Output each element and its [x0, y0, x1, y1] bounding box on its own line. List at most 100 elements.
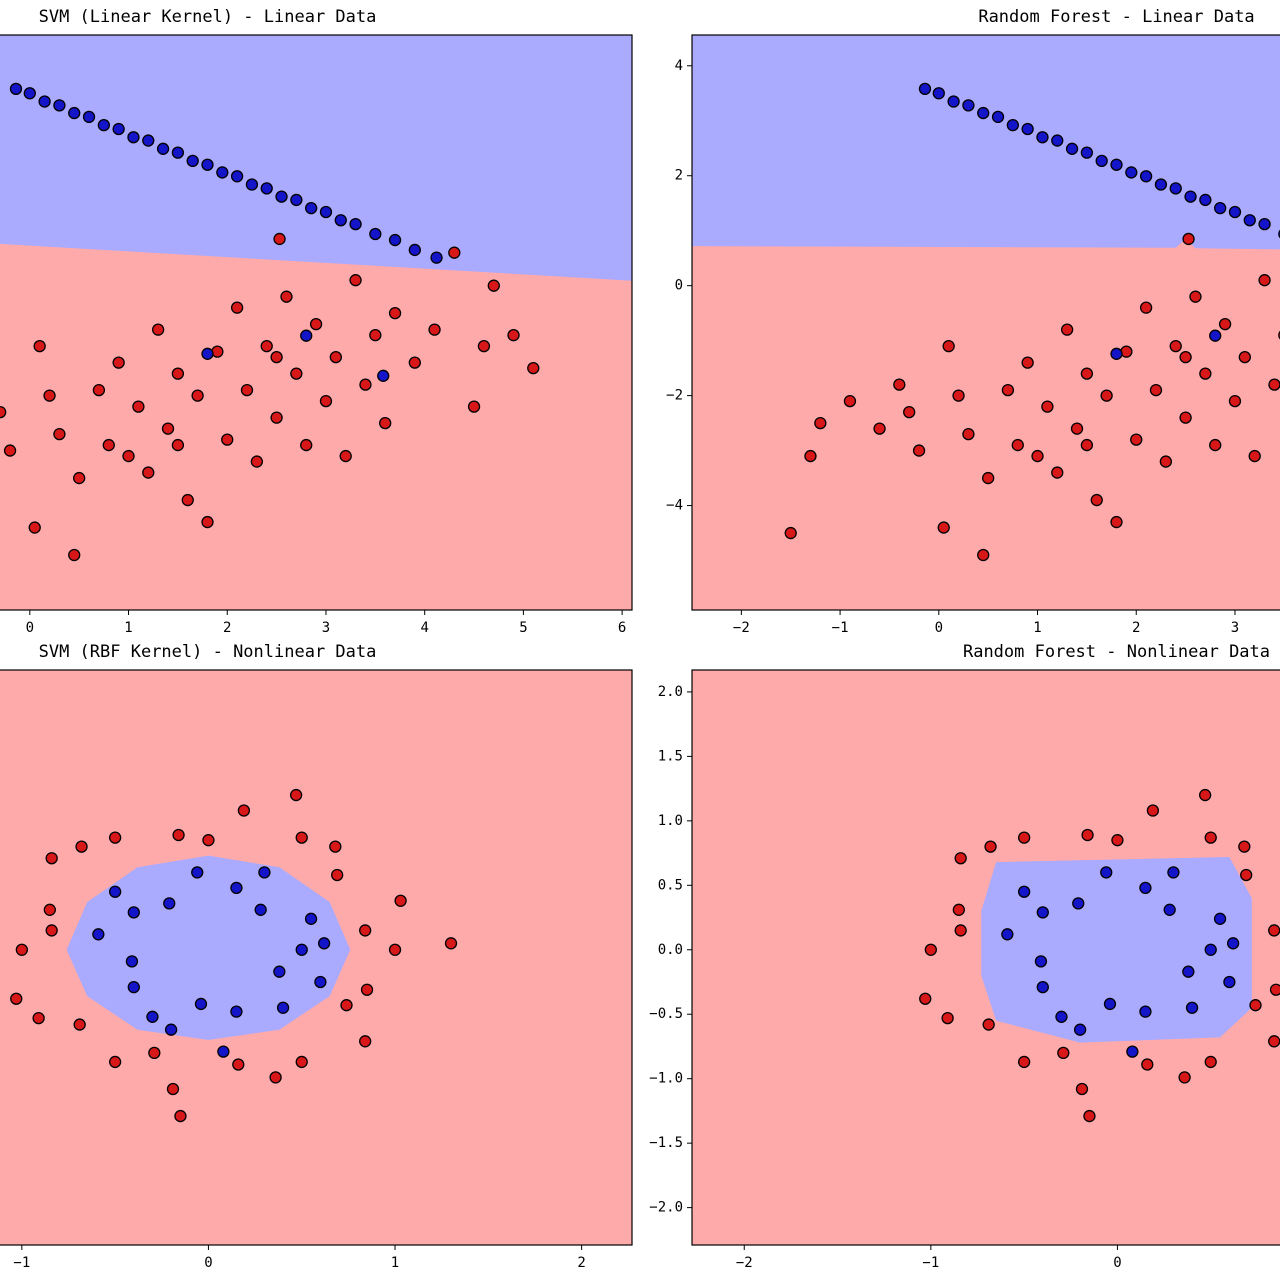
point: [280, 290, 293, 303]
point: [45, 924, 58, 937]
point: [428, 323, 441, 336]
point: [68, 106, 81, 120]
point: [1209, 329, 1222, 342]
point: [273, 232, 286, 246]
point: [1017, 1055, 1031, 1069]
point: [269, 1071, 282, 1084]
point: [1126, 1045, 1139, 1058]
point: [369, 227, 382, 241]
point: [309, 317, 323, 331]
point: [1167, 866, 1180, 879]
point: [211, 345, 224, 358]
point: [1130, 433, 1143, 446]
y-tick-label: −1.5: [649, 1135, 683, 1151]
point: [982, 1018, 995, 1031]
point: [784, 526, 797, 540]
point: [1238, 350, 1251, 364]
subplot-title: Random Forest - Nonlinear Data: [963, 642, 1270, 662]
point: [942, 339, 955, 353]
point: [142, 134, 155, 147]
subplot-title: SVM (RBF Kernel) - Nonlinear Data: [39, 642, 377, 662]
point: [92, 928, 105, 941]
point: [32, 1011, 45, 1025]
point: [912, 444, 926, 457]
point: [1051, 134, 1064, 147]
point: [245, 178, 259, 191]
decision-region: [692, 35, 1280, 250]
point: [1204, 943, 1217, 956]
point: [1169, 339, 1182, 353]
point: [275, 190, 288, 203]
point: [127, 131, 140, 144]
point: [1268, 1035, 1280, 1048]
decision-region: [0, 35, 632, 281]
point: [3, 444, 17, 457]
point: [1268, 924, 1280, 937]
point: [142, 466, 155, 479]
point: [191, 389, 204, 402]
point: [240, 383, 254, 397]
point: [527, 361, 540, 375]
point: [202, 834, 215, 847]
x-tick-label: 2: [577, 1255, 585, 1271]
point: [201, 158, 214, 171]
point: [270, 411, 283, 424]
point: [1110, 158, 1123, 171]
y-tick-label: −0.5: [649, 1006, 683, 1022]
point: [1110, 515, 1123, 529]
y-tick-label: 1.0: [658, 813, 683, 829]
x-tick-label: 1: [124, 620, 132, 636]
point: [1006, 119, 1019, 132]
point: [15, 943, 28, 956]
point: [1182, 232, 1195, 246]
point: [1185, 1001, 1199, 1014]
point: [477, 339, 491, 353]
point: [230, 881, 243, 895]
point: [43, 903, 56, 916]
point: [33, 339, 46, 353]
point: [937, 521, 950, 534]
point: [127, 906, 140, 919]
point: [0, 405, 7, 419]
point: [108, 885, 122, 898]
point: [1100, 866, 1113, 879]
point: [1036, 131, 1049, 144]
point: [394, 894, 407, 907]
point: [1226, 937, 1240, 950]
y-tick-label: 2.0: [658, 684, 683, 700]
point: [295, 943, 308, 956]
point: [360, 983, 374, 996]
y-tick-label: 2: [675, 168, 683, 184]
point: [28, 521, 41, 534]
point: [1060, 323, 1074, 336]
point: [1011, 438, 1024, 452]
point: [53, 99, 66, 112]
point: [254, 903, 267, 916]
point: [1258, 217, 1271, 231]
y-tick-label: −4: [666, 498, 683, 514]
point: [1036, 906, 1049, 919]
point: [903, 405, 916, 419]
plot-area: [692, 670, 1280, 1245]
point: [304, 912, 318, 925]
x-tick-label: 2: [1132, 620, 1140, 636]
point: [10, 992, 23, 1005]
point: [171, 438, 185, 452]
axes-frame: [691, 669, 1280, 1246]
point: [444, 937, 458, 950]
point: [388, 943, 402, 956]
point: [1021, 356, 1034, 369]
point: [112, 122, 125, 136]
point: [1199, 193, 1212, 207]
point: [1021, 122, 1034, 136]
point: [1213, 912, 1227, 925]
point: [314, 975, 327, 989]
point: [201, 515, 214, 529]
point: [237, 804, 251, 817]
point: [217, 1045, 230, 1058]
point: [977, 106, 990, 120]
point: [408, 356, 421, 369]
point: [1057, 1046, 1070, 1060]
point: [112, 356, 125, 369]
point: [952, 389, 965, 402]
